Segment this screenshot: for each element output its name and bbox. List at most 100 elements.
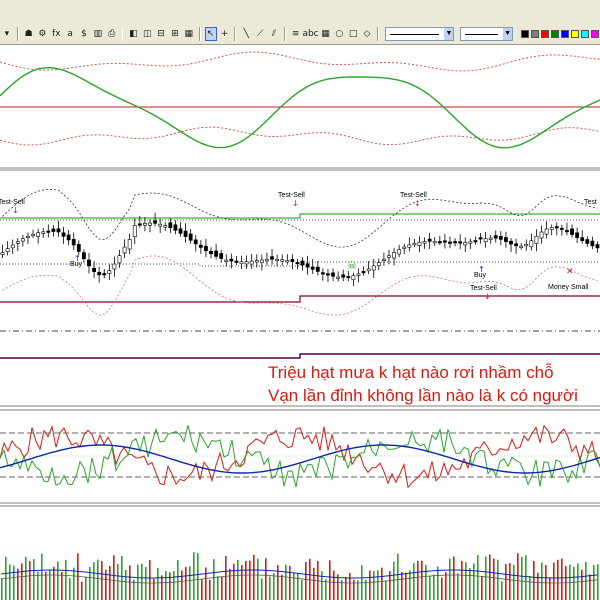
volume-bar [417,560,419,600]
support-line [0,213,600,219]
candle-body [193,239,198,245]
pointer-icon[interactable]: ↖ [204,27,217,41]
line-width-select[interactable]: ▼ [460,27,514,41]
candle-body [127,239,132,250]
candle-body [407,244,412,248]
stamp-icon[interactable]: ☗ [24,29,33,39]
volume-bar [93,562,95,600]
volume-bar [593,565,595,600]
line-icon[interactable]: ╲ [243,29,249,39]
grid-2-icon[interactable]: ⊞ [171,29,179,39]
volume-bar [349,572,351,600]
volume-bar [553,562,555,600]
volume-bar [217,576,219,600]
color-swatch[interactable] [531,30,540,38]
candle-body [295,262,300,265]
rectangle-icon[interactable]: □ [348,29,358,39]
volume-bar [341,579,343,600]
volume-bar [481,576,483,600]
toolbar-separator [376,27,379,41]
volume-bar [325,579,327,600]
channel-icon[interactable]: ⫽ [271,29,276,39]
color-swatch[interactable] [571,30,580,38]
tools-icon[interactable]: ⚙ [38,29,47,39]
volume-bar [513,564,515,600]
volume-bar [381,567,383,600]
candle-body [249,260,254,265]
volume-bar [421,560,423,600]
candle-body [244,261,249,265]
layers-icon[interactable]: ◧ [129,29,138,39]
candle-body [443,240,447,243]
volume-bar [61,571,63,600]
volume-bar [213,559,215,600]
volume-bar [273,573,275,600]
volume-bar [257,558,259,600]
ellipse-icon[interactable]: ○ [335,29,344,39]
candle-body [387,255,391,258]
volume-bar [133,579,135,600]
grid-3-icon[interactable]: ▦ [184,29,193,39]
chart-icon[interactable]: ▥ [93,29,103,39]
candle-body [534,235,539,244]
candle-body [554,226,559,229]
line-style-select[interactable]: ▼ [384,27,455,41]
color-swatch[interactable] [591,30,600,38]
text-abc-icon[interactable]: abc [302,29,319,39]
volume-bar [533,560,535,600]
fibonacci-icon[interactable]: ≡ [291,29,300,39]
volume-bar [437,566,439,600]
dollar-icon[interactable]: $ [81,29,87,39]
trendline-icon[interactable]: ⟋ [256,29,264,39]
split-vertical-icon[interactable]: ◫ [142,29,152,39]
candle-body [117,255,122,264]
fx-icon[interactable]: fx [52,29,61,39]
chevron-down-icon[interactable]: ▼ [444,28,454,40]
candle-body [437,241,442,244]
volume-bar [369,570,371,600]
color-swatch[interactable] [551,30,560,38]
candle-body [376,262,381,267]
volume-bar [81,581,83,600]
candle-body [10,244,15,249]
candle-body [366,268,371,272]
volume-bar [329,560,331,600]
volume-bar [105,569,107,600]
cursor-sel-icon[interactable]: ◇ [363,29,371,39]
volume-bar [309,558,311,600]
candle-body [112,263,117,270]
variables-icon[interactable]: a [67,29,73,39]
volume-bar [589,574,591,600]
lower-level-line [0,353,600,359]
signal-label-sell: Test [584,199,597,206]
toolbar-separator [234,27,237,41]
toolbar-separator [16,27,19,41]
table-icon[interactable]: ▦ [321,29,330,39]
candle-body [15,241,20,244]
toolbar: ▾ ☗ ⚙ fx a $ ▥ ⎙ ◧ ◫ ⊟ ⊞ ▦ ↖ + ╲ ⟋ ⫽ ≡ abc ▦ ○ □ ◇ ▼ ▼ [0,0,600,45]
color-swatch[interactable] [581,30,590,38]
candle-body [143,223,147,226]
split-horizontal-icon[interactable]: ⊟ [157,29,165,39]
color-swatch[interactable] [541,30,550,38]
crosshair-icon[interactable]: + [220,29,229,39]
volume-bar [453,556,455,600]
candle-body [463,242,468,246]
color-swatch[interactable] [521,30,530,38]
dropdown-arrow-icon[interactable]: ▾ [4,29,10,39]
color-swatch[interactable] [561,30,570,38]
chevron-down-icon[interactable]: ▼ [503,28,513,40]
candle-body [310,266,315,270]
volume-bar [13,565,15,600]
print-icon[interactable]: ⎙ [108,29,116,39]
candle-body [351,275,356,280]
oscillator-line [0,66,600,149]
volume-bar [441,577,443,600]
volume-bar [53,566,55,600]
candle-body [51,228,56,232]
candle-body [326,273,330,276]
volume-bar [169,572,171,600]
signal-label-sell: Test-Sell [400,192,427,199]
candle-body [224,259,229,262]
volume-bar [445,572,447,600]
